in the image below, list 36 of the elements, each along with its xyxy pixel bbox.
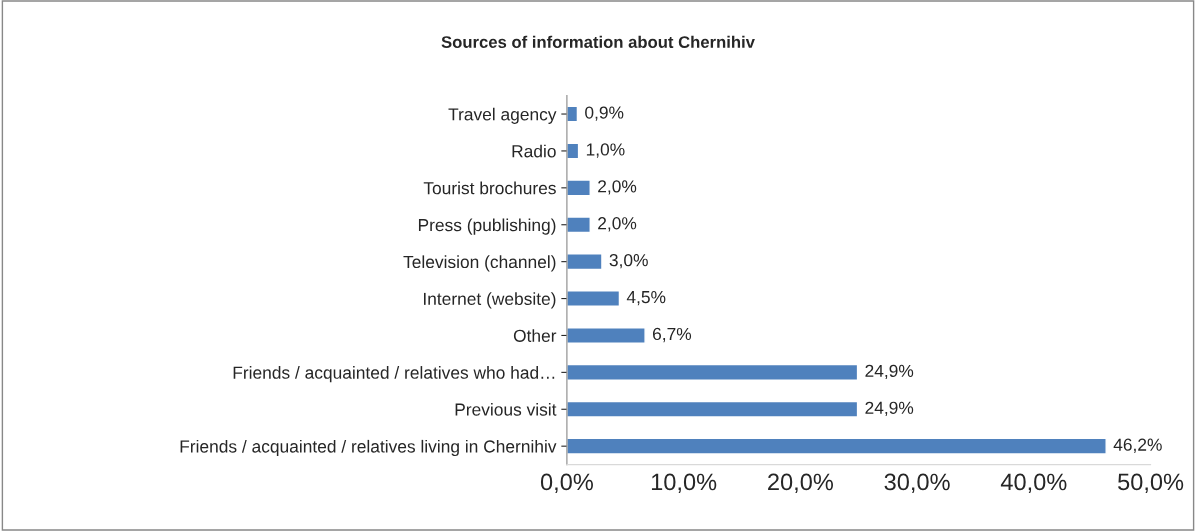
x-tick-label: 20,0% bbox=[768, 473, 833, 494]
x-tick-label: 50,0% bbox=[1118, 473, 1184, 494]
y-tick-label: Previous visit bbox=[455, 402, 557, 416]
data-label: 3,0% bbox=[609, 254, 648, 269]
x-tick-label: 10,0% bbox=[651, 473, 717, 494]
data-label: 46,2% bbox=[1113, 438, 1162, 453]
data-label: 24,9% bbox=[865, 401, 914, 416]
y-tick-label: Press (publishing) bbox=[418, 218, 556, 235]
bar bbox=[566, 179, 591, 197]
bar bbox=[566, 327, 646, 344]
y-tick-label: Other bbox=[513, 329, 557, 342]
x-tick-label: 40,0% bbox=[1000, 473, 1067, 494]
y-tick-label: Television (channel) bbox=[403, 255, 556, 272]
bar bbox=[566, 290, 621, 307]
x-tick-label: 0,0% bbox=[540, 473, 593, 494]
y-tick-label: Radio bbox=[512, 144, 556, 158]
y-tick-label: Internet (website) bbox=[423, 292, 556, 309]
y-tick-label: Friends / acquainted / relatives living in Chernihiv bbox=[180, 439, 557, 457]
data-label: 1,0% bbox=[586, 143, 625, 158]
bar bbox=[566, 142, 580, 160]
y-tick-label: Travel agency bbox=[448, 107, 557, 124]
data-label: 0,9% bbox=[585, 106, 624, 121]
bar bbox=[566, 216, 591, 234]
chart-title: Sources of information about Chernihiv bbox=[441, 35, 755, 48]
data-label: 24,9% bbox=[865, 364, 914, 380]
bar bbox=[566, 400, 859, 418]
y-tick-label: Friends / acquainted / relatives who had… bbox=[233, 366, 555, 383]
y-tick-label: Tourist brochures bbox=[423, 181, 556, 195]
bar bbox=[566, 253, 603, 271]
data-label: 2,0% bbox=[598, 217, 637, 232]
bar bbox=[566, 363, 859, 381]
data-label: 4,5% bbox=[626, 291, 666, 306]
bar bbox=[566, 437, 1107, 455]
data-label: 2,0% bbox=[598, 180, 637, 195]
x-tick-label: 30,0% bbox=[884, 473, 950, 494]
data-label: 6,7% bbox=[653, 327, 692, 343]
